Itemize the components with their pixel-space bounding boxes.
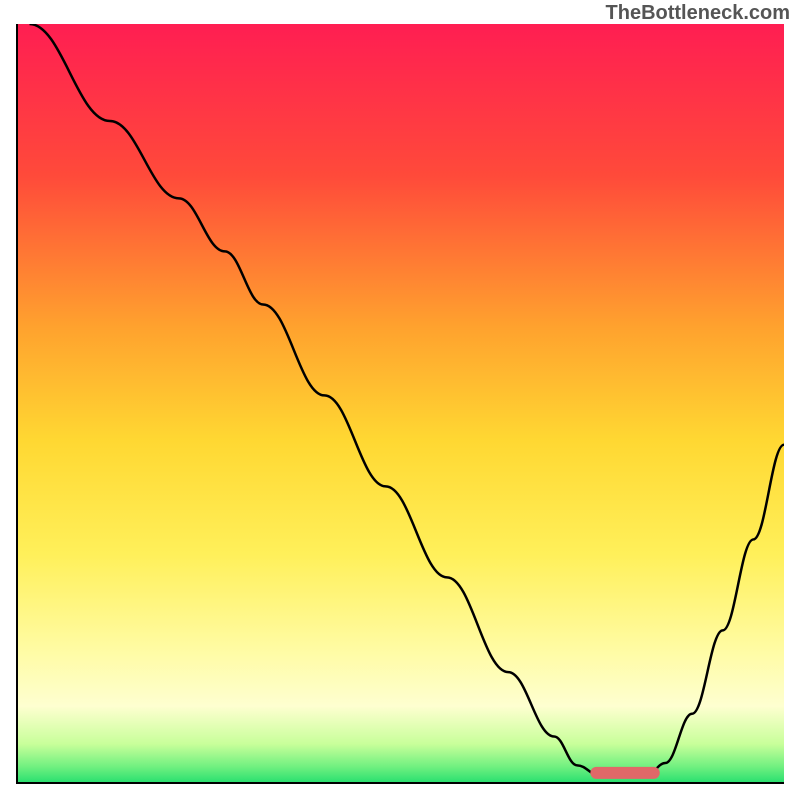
watermark-text: TheBottleneck.com <box>606 2 790 25</box>
plot-area <box>16 24 784 784</box>
chart-svg <box>18 24 784 782</box>
